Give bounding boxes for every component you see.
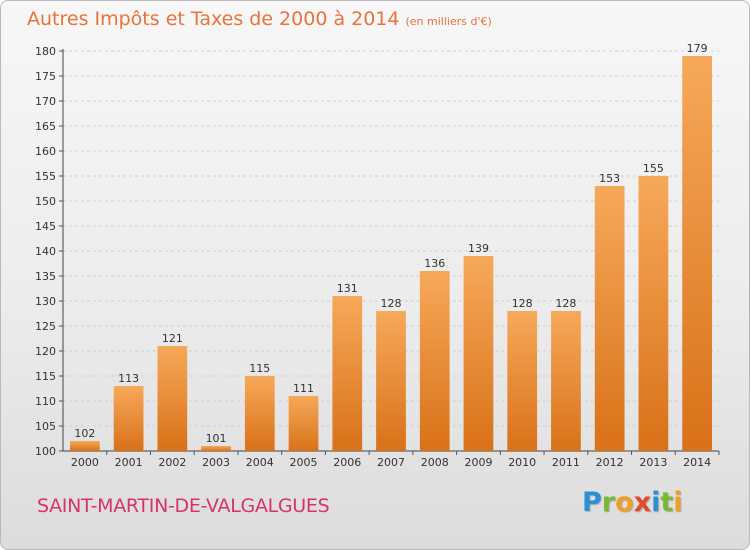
bar-2009: [463, 256, 494, 451]
x-tick-label: 2004: [246, 456, 274, 469]
y-tick-label: 100: [35, 445, 56, 458]
y-tick-label: 140: [35, 245, 56, 258]
bar-2001: [113, 386, 144, 451]
y-tick-label: 145: [35, 220, 56, 233]
bar-2007: [376, 311, 406, 451]
logo-letter: o: [615, 487, 634, 518]
x-tick-label: 2011: [552, 456, 580, 469]
x-tick-label: 2000: [71, 456, 99, 469]
y-tick-label: 170: [35, 95, 56, 108]
bar-2002: [157, 346, 188, 451]
bar-2011: [551, 311, 581, 451]
y-tick-label: 135: [35, 270, 56, 283]
x-tick-label: 2010: [508, 456, 536, 469]
y-tick-label: 150: [35, 195, 56, 208]
data-label: 121: [162, 332, 183, 345]
bar-2010: [507, 311, 538, 451]
data-label: 179: [687, 42, 708, 55]
bar-2005: [288, 396, 319, 451]
y-tick-label: 105: [35, 420, 56, 433]
data-label: 136: [424, 257, 445, 270]
bar-2013: [638, 176, 669, 451]
logo-letter: P: [582, 487, 602, 518]
y-tick-label: 120: [35, 345, 56, 358]
data-label: 113: [118, 372, 139, 385]
data-label: 155: [643, 162, 664, 175]
data-label: 111: [293, 382, 314, 395]
bar-2008: [419, 271, 450, 451]
x-tick-label: 2006: [333, 456, 361, 469]
x-tick-label: 2002: [158, 456, 186, 469]
y-tick-label: 110: [35, 395, 56, 408]
data-label: 131: [337, 282, 358, 295]
x-tick-label: 2012: [596, 456, 624, 469]
data-label: 128: [512, 297, 533, 310]
x-tick-label: 2009: [464, 456, 492, 469]
y-tick-label: 175: [35, 70, 56, 83]
x-tick-label: 2003: [202, 456, 230, 469]
y-tick-label: 155: [35, 170, 56, 183]
y-tick-label: 130: [35, 295, 56, 308]
logo-letter: i: [651, 487, 661, 518]
x-tick-label: 2013: [639, 456, 667, 469]
data-label: 128: [555, 297, 576, 310]
data-label: 139: [468, 242, 489, 255]
bar-2003: [201, 446, 231, 451]
x-tick-label: 2008: [421, 456, 449, 469]
chart-title-text: Autres Impôts et Taxes de 2000 à 2014: [27, 8, 400, 30]
chart-title: Autres Impôts et Taxes de 2000 à 2014 (en…: [27, 8, 492, 30]
y-tick-label: 165: [35, 120, 56, 133]
bar-2012: [594, 186, 625, 451]
x-tick-label: 2014: [683, 456, 711, 469]
logo-letter: x: [633, 487, 652, 518]
proxiti-logo[interactable]: Proxiti: [582, 487, 683, 518]
bar-2006: [332, 296, 363, 451]
logo-letter: r: [601, 487, 616, 518]
y-tick-label: 115: [35, 370, 56, 383]
bars: [69, 56, 713, 451]
bar-2000: [69, 441, 100, 451]
data-label: 153: [599, 172, 620, 185]
logo-letter: t: [660, 487, 674, 518]
y-tick-label: 180: [35, 45, 56, 58]
data-label: 115: [249, 362, 270, 375]
y-tick-label: 160: [35, 145, 56, 158]
x-tick-label: 2007: [377, 456, 405, 469]
chart-subtitle: (en milliers d'€): [405, 15, 492, 28]
data-label: 102: [74, 427, 95, 440]
data-labels: 102 113 121 101 115 111 131 128 136 139 128 128 153 1…: [74, 42, 707, 445]
logo-letter: i: [673, 487, 683, 518]
y-tick-label: 125: [35, 320, 56, 333]
commune-name: SAINT-MARTIN-DE-VALGALGUES: [37, 495, 330, 517]
bar-2014: [682, 56, 713, 451]
x-tick-label: 2005: [290, 456, 318, 469]
x-tick-label: 2001: [115, 456, 143, 469]
data-label: 101: [206, 432, 227, 445]
data-label: 128: [381, 297, 402, 310]
bar-2004: [244, 376, 275, 451]
